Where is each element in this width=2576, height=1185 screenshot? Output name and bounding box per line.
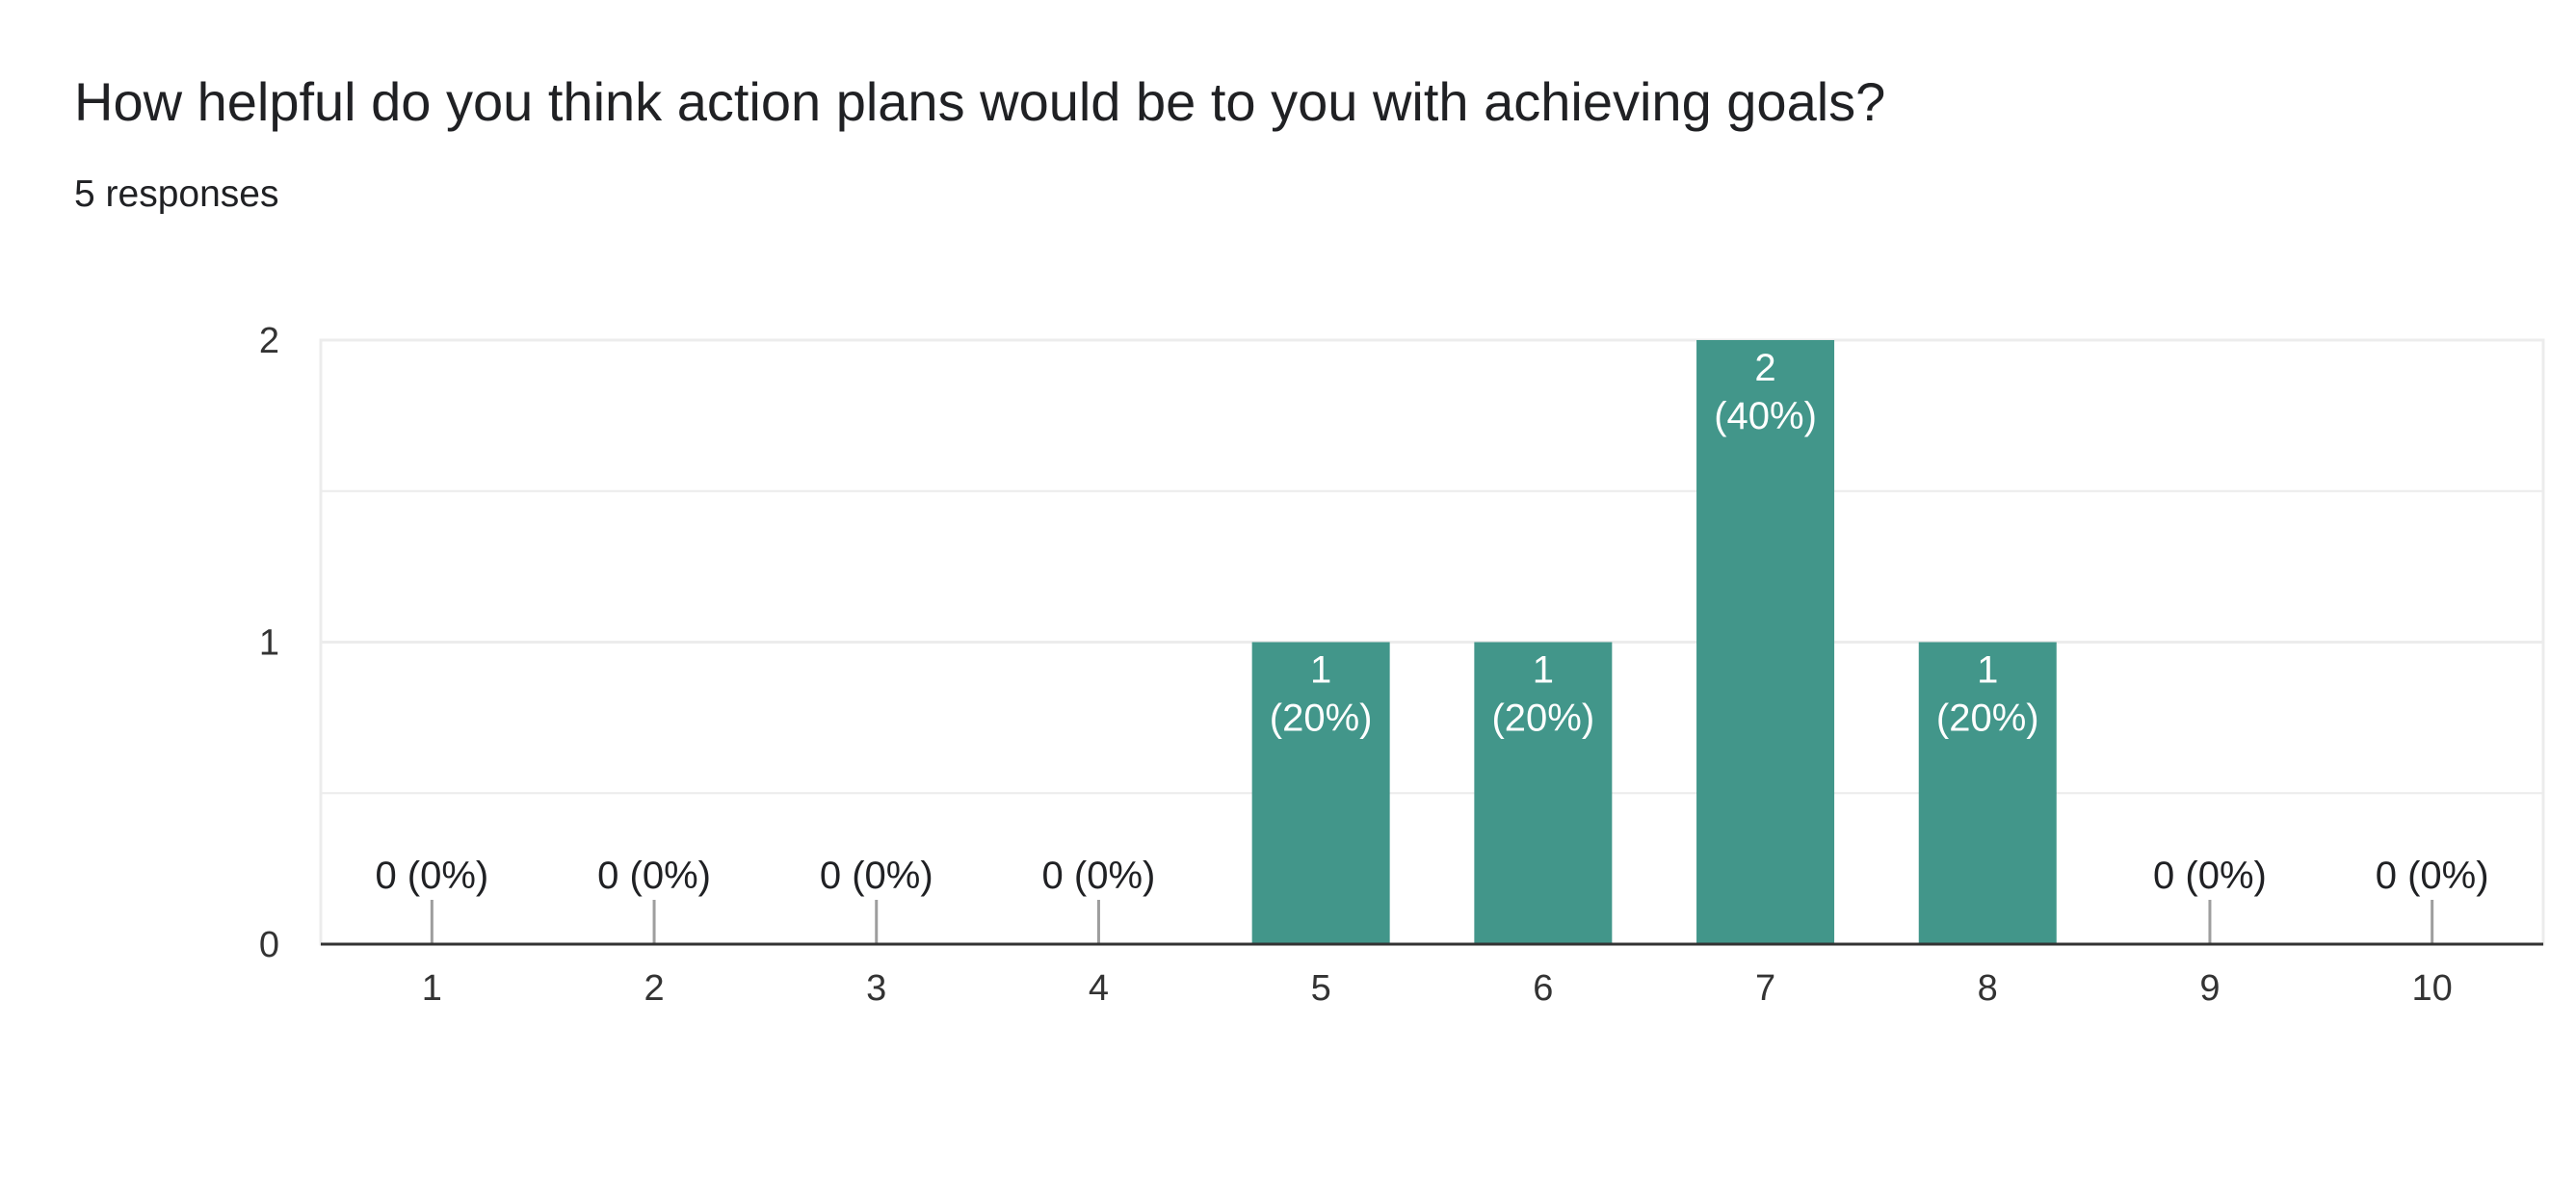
response-count: 5 responses: [74, 173, 279, 215]
y-tick-label: 0: [259, 925, 279, 965]
data-label: (20%): [1491, 698, 1594, 740]
data-label: 1: [1977, 649, 1998, 692]
data-label: (20%): [1936, 698, 2039, 740]
question-title: How helpful do you think action plans wo…: [74, 71, 1886, 132]
x-tick-label: 1: [422, 968, 442, 1009]
data-label: 0 (0%): [820, 855, 933, 897]
data-label: 0 (0%): [375, 855, 488, 897]
data-label: (20%): [1270, 698, 1373, 740]
gridlines: [319, 338, 2545, 946]
x-tick-label: 4: [1089, 968, 1109, 1009]
x-tick-label: 10: [2412, 968, 2453, 1009]
x-tick-label: 7: [1755, 968, 1775, 1009]
bar: [1918, 642, 2057, 944]
data-label: (40%): [1714, 395, 1817, 437]
x-tick-label: 6: [1533, 968, 1553, 1009]
y-tick-label: 2: [259, 321, 279, 361]
y-tick-label: 1: [259, 623, 279, 664]
data-label: 0 (0%): [597, 855, 711, 897]
data-label: 0 (0%): [2376, 855, 2489, 897]
x-tick-label: 9: [2199, 968, 2220, 1009]
labels: 0 (0%) 0 (0%) 0 (0%) 0 (0%) 1 (20%) 1 (20%) 2 (40…: [375, 347, 2488, 897]
bar: [1696, 340, 1835, 944]
data-label: 2: [1754, 347, 1775, 389]
x-tick-label: 3: [866, 968, 886, 1009]
data-label: 0 (0%): [1042, 855, 1156, 897]
bar: [1251, 642, 1390, 944]
x-tick-label: 5: [1311, 968, 1331, 1009]
bars: [430, 340, 2434, 944]
x-tick-label: 2: [644, 968, 664, 1009]
data-label: 0 (0%): [2153, 855, 2267, 897]
data-label: 1: [1533, 649, 1554, 692]
x-tick-label: 8: [1978, 968, 1998, 1009]
axes: 0 1 2 1 2 3 4 5 6 7 8 9 10: [259, 321, 2543, 1009]
bar: [1474, 642, 1613, 944]
data-label: 1: [1310, 649, 1331, 692]
